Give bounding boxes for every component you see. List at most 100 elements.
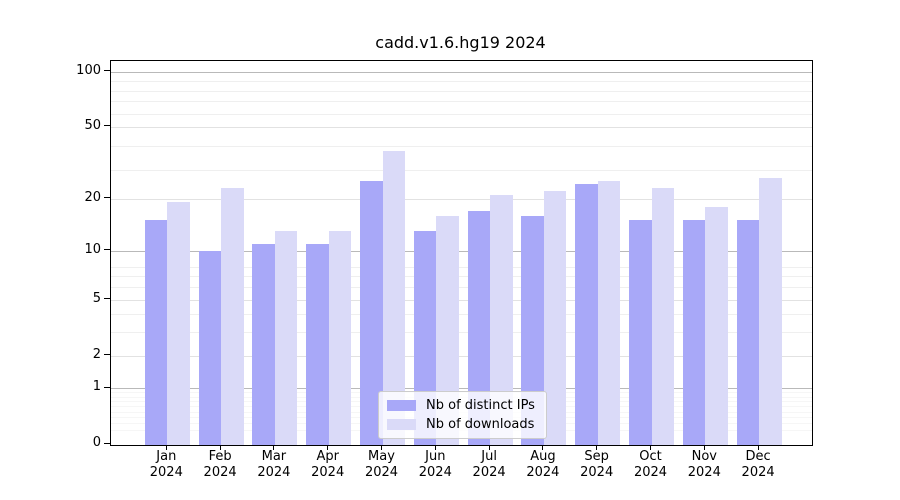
y-axis-tick [104,249,110,251]
bar-nb-of-downloads-jan [167,202,190,445]
x-tick-month: Jan [156,449,177,464]
x-tick-label: Mar 2024 [244,449,304,480]
x-axis-tick [542,444,544,450]
y-axis-tick [104,196,110,199]
plot-area [110,60,813,446]
bar-nb-of-distinct-ips-aug [521,215,544,445]
minor-gridline [111,101,812,103]
x-tick-year: 2024 [633,464,668,480]
bar-nb-of-distinct-ips-may [360,181,383,445]
x-tick-label: Aug 2024 [513,449,573,480]
x-axis-tick [380,444,383,450]
x-tick-year: 2024 [526,464,560,480]
minor-gridline [111,287,812,289]
x-axis-tick [219,444,221,450]
bar-nb-of-distinct-ips-dec [736,220,760,445]
x-axis-tick [327,444,329,450]
x-tick-year: 2024 [472,464,506,480]
major-gridline [111,388,812,390]
x-axis-tick [434,444,436,450]
bar-nb-of-distinct-ips-jan [144,220,168,445]
y-tick-label: 50 [84,117,101,133]
bar-nb-of-distinct-ips-nov [682,220,706,445]
x-axis-tick [649,444,652,450]
minor-gridline [111,146,812,148]
bar-nb-of-downloads-may [382,150,405,445]
x-tick-month: Dec [745,449,771,464]
legend-label-distinct-ips: Nb of distinct IPs [426,397,535,413]
x-tick-year: 2024 [203,464,237,480]
x-tick-label: Sep 2024 [567,449,627,480]
x-tick-month: Oct [639,449,662,464]
bar-nb-of-distinct-ips-oct [629,220,652,445]
legend-item-downloads: Nb of downloads [387,417,538,432]
legend-item-distinct-ips: Nb of distinct IPs [387,398,538,413]
major-gridline [111,299,812,301]
minor-gridline [111,81,812,82]
bar-nb-of-downloads-dec [759,178,782,445]
legend-swatch-distinct-ips [387,399,416,411]
x-tick-year: 2024 [687,464,721,480]
bar-nb-of-distinct-ips-mar [252,243,275,445]
x-axis-tick [703,444,705,450]
major-gridline [111,355,812,357]
x-tick-label: Feb 2024 [190,449,250,480]
x-tick-label: Jul 2024 [459,449,519,480]
y-axis-tick [104,386,110,388]
x-tick-year: 2024 [311,464,345,480]
x-tick-label: Nov 2024 [674,449,734,480]
bar-nb-of-downloads-jun [436,215,459,445]
bar-nb-of-distinct-ips-feb [198,250,222,445]
y-tick-label: 100 [76,62,101,78]
y-tick-label: 0 [92,435,101,451]
x-tick-label: Oct 2024 [621,449,681,480]
minor-gridline [111,169,812,171]
y-axis-tick [104,298,110,300]
legend-label-downloads: Nb of downloads [426,417,535,433]
bar-nb-of-downloads-aug [543,191,567,445]
x-axis-tick [596,444,598,450]
bar-nb-of-downloads-jul [490,194,513,445]
x-tick-month: Apr [316,449,339,464]
x-tick-year: 2024 [149,464,183,480]
x-tick-month: Jun [425,449,446,464]
x-tick-month: Sep [584,449,609,464]
minor-gridline [111,276,812,278]
major-gridline [111,126,812,128]
x-tick-month: Feb [208,449,232,464]
major-gridline [111,250,812,252]
x-axis-tick [757,444,759,450]
x-tick-year: 2024 [741,464,775,480]
x-tick-year: 2024 [364,464,399,480]
x-tick-year: 2024 [418,464,452,480]
x-tick-month: Nov [691,449,717,464]
y-axis-tick [104,70,110,72]
x-axis-tick [165,444,167,450]
minor-gridline [111,332,812,334]
y-axis-tick [104,125,110,127]
x-tick-month: May [368,449,395,464]
major-gridline [111,71,812,73]
bar-nb-of-distinct-ips-apr [306,243,329,445]
x-tick-month: Mar [261,449,287,464]
bar-nb-of-downloads-sep [597,181,621,445]
x-tick-label: Dec 2024 [728,449,788,480]
x-tick-label: Apr 2024 [298,449,358,480]
y-tick-label: 1 [92,379,101,395]
bar-nb-of-downloads-nov [705,206,728,445]
x-tick-month: Jul [481,449,497,464]
chart-title: cadd.v1.6.hg19 2024 [375,33,546,52]
bar-nb-of-distinct-ips-sep [575,184,598,445]
legend: Nb of distinct IPs Nb of downloads [378,391,547,439]
minor-gridline [111,90,812,92]
bar-nb-of-downloads-apr [328,231,352,445]
x-tick-label: Jun 2024 [405,449,465,480]
minor-gridline [111,113,812,115]
x-tick-year: 2024 [257,464,291,480]
x-tick-year: 2024 [580,464,614,480]
x-tick-label: Jan 2024 [136,449,196,480]
minor-gridline [111,266,812,268]
x-axis-tick [273,444,275,450]
y-tick-label: 5 [92,290,101,306]
